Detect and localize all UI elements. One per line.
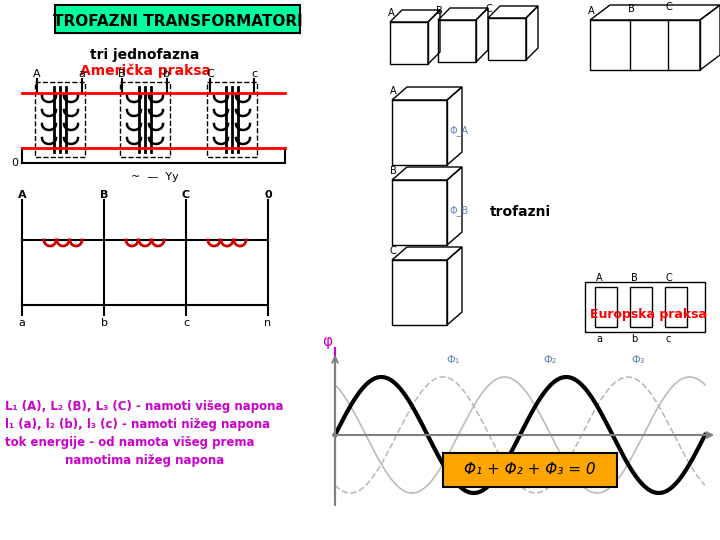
Text: Φ₁: Φ₁ <box>447 355 460 365</box>
Text: C: C <box>486 4 492 14</box>
Text: A: A <box>18 190 27 200</box>
Text: b: b <box>631 334 637 344</box>
Bar <box>207 82 257 157</box>
Text: C: C <box>390 246 397 256</box>
Text: tok energije - od namota višeg prema: tok energije - od namota višeg prema <box>5 436 254 449</box>
Text: ~  —  Yy: ~ — Yy <box>131 172 179 182</box>
Text: C: C <box>666 2 672 12</box>
Text: A: A <box>588 6 595 16</box>
Text: C: C <box>182 190 190 200</box>
Text: A: A <box>390 86 397 96</box>
Text: Φ₂: Φ₂ <box>543 355 557 365</box>
Text: B: B <box>100 190 108 200</box>
Text: b: b <box>101 318 107 328</box>
Text: c: c <box>251 69 257 79</box>
Bar <box>392 260 447 325</box>
Bar <box>35 82 85 157</box>
Bar <box>595 287 617 327</box>
Bar <box>438 20 476 62</box>
Text: a: a <box>596 334 602 344</box>
Text: Φ₁ + Φ₂ + Φ₃ = 0: Φ₁ + Φ₂ + Φ₃ = 0 <box>464 462 596 477</box>
Bar <box>585 282 705 332</box>
Text: C: C <box>206 69 214 79</box>
Text: A: A <box>33 69 41 79</box>
Text: Φ_A: Φ_A <box>450 125 469 136</box>
Text: A: A <box>596 273 603 283</box>
Bar <box>630 287 652 327</box>
Text: C: C <box>666 273 672 283</box>
Text: Φ_B: Φ_B <box>450 205 469 216</box>
Text: tri jednofazna: tri jednofazna <box>90 48 199 62</box>
Bar <box>590 20 700 70</box>
Text: B: B <box>631 273 638 283</box>
FancyBboxPatch shape <box>443 453 617 487</box>
Text: a: a <box>19 318 25 328</box>
Text: B: B <box>436 6 443 16</box>
Bar <box>665 287 687 327</box>
Bar <box>392 180 447 245</box>
Text: B: B <box>628 4 635 14</box>
Bar <box>488 18 526 60</box>
Text: B: B <box>390 166 397 176</box>
Text: 0: 0 <box>11 158 18 168</box>
Bar <box>392 100 447 165</box>
FancyBboxPatch shape <box>55 5 300 33</box>
Bar <box>120 82 170 157</box>
Text: trofazni: trofazni <box>490 205 551 219</box>
Text: Europska praksa: Europska praksa <box>590 308 707 321</box>
Text: a: a <box>78 69 86 79</box>
Text: namotima nižeg napona: namotima nižeg napona <box>66 454 225 467</box>
Text: Američka praksa: Američka praksa <box>79 63 210 78</box>
Text: L₁ (A), L₂ (B), L₃ (C) - namoti višeg napona: L₁ (A), L₂ (B), L₃ (C) - namoti višeg na… <box>5 400 284 413</box>
Text: TROFAZNI TRANSFORMATORI: TROFAZNI TRANSFORMATORI <box>53 14 303 29</box>
Text: c: c <box>183 318 189 328</box>
Text: n: n <box>264 318 271 328</box>
Text: c: c <box>666 334 671 344</box>
Text: l₁ (a), l₂ (b), l₃ (c) - namoti nižeg napona: l₁ (a), l₂ (b), l₃ (c) - namoti nižeg na… <box>5 418 270 431</box>
Text: B: B <box>118 69 126 79</box>
Bar <box>390 22 428 64</box>
Text: 0: 0 <box>264 190 272 200</box>
Text: A: A <box>388 8 395 18</box>
Text: b: b <box>163 69 171 79</box>
Text: Φ₃: Φ₃ <box>631 355 645 365</box>
Text: φ: φ <box>322 334 332 349</box>
